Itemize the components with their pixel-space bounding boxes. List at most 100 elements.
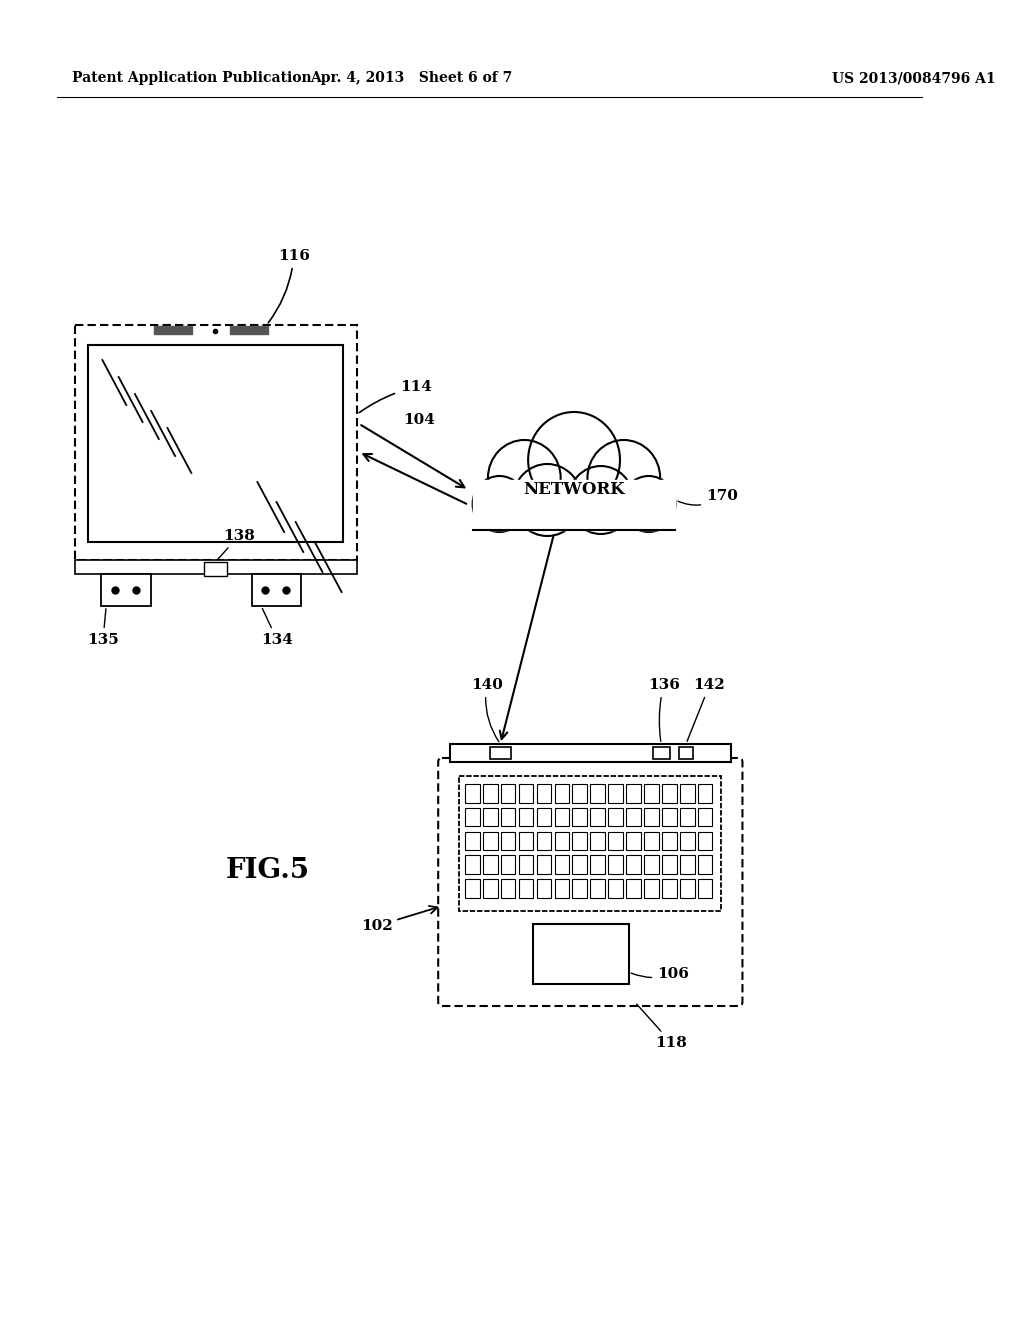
Bar bbox=[555, 832, 569, 850]
Bar bbox=[608, 832, 623, 850]
Bar bbox=[489, 747, 511, 759]
Bar bbox=[626, 784, 641, 803]
Bar bbox=[459, 776, 721, 911]
Text: 142: 142 bbox=[687, 678, 725, 742]
Bar bbox=[662, 784, 677, 803]
Text: 106: 106 bbox=[631, 968, 689, 981]
Bar bbox=[519, 832, 534, 850]
Bar bbox=[662, 832, 677, 850]
Bar bbox=[555, 808, 569, 826]
Bar bbox=[204, 562, 226, 576]
Bar bbox=[252, 574, 301, 606]
Text: 170: 170 bbox=[678, 488, 738, 506]
Text: FIG.5: FIG.5 bbox=[226, 857, 310, 883]
Text: 116: 116 bbox=[268, 249, 309, 323]
Bar bbox=[680, 784, 694, 803]
Bar bbox=[555, 879, 569, 898]
Bar bbox=[88, 345, 343, 543]
Bar bbox=[662, 808, 677, 826]
Bar bbox=[229, 326, 268, 334]
Bar bbox=[519, 784, 534, 803]
Bar bbox=[519, 855, 534, 874]
Bar bbox=[537, 808, 551, 826]
Text: 140: 140 bbox=[471, 678, 503, 742]
Bar bbox=[590, 855, 605, 874]
Bar bbox=[75, 325, 357, 560]
Bar bbox=[465, 784, 479, 803]
Bar bbox=[532, 924, 629, 983]
Bar bbox=[572, 855, 587, 874]
Bar bbox=[590, 784, 605, 803]
Bar bbox=[608, 879, 623, 898]
Bar bbox=[572, 808, 587, 826]
Bar bbox=[519, 808, 534, 826]
Bar bbox=[572, 784, 587, 803]
Bar bbox=[483, 879, 498, 898]
Bar bbox=[450, 744, 731, 762]
Circle shape bbox=[473, 477, 526, 532]
Bar bbox=[697, 832, 713, 850]
Bar bbox=[652, 747, 670, 759]
Bar bbox=[154, 326, 191, 334]
Text: Apr. 4, 2013   Sheet 6 of 7: Apr. 4, 2013 Sheet 6 of 7 bbox=[310, 71, 513, 84]
Bar bbox=[501, 855, 515, 874]
Text: 134: 134 bbox=[261, 609, 293, 647]
Text: 136: 136 bbox=[648, 678, 680, 742]
Text: Patent Application Publication: Patent Application Publication bbox=[72, 71, 311, 84]
Bar bbox=[101, 574, 152, 606]
Bar bbox=[537, 784, 551, 803]
Bar bbox=[555, 784, 569, 803]
Bar bbox=[680, 855, 694, 874]
Bar bbox=[537, 855, 551, 874]
Text: US 2013/0084796 A1: US 2013/0084796 A1 bbox=[833, 71, 996, 84]
Bar bbox=[483, 808, 498, 826]
Bar bbox=[679, 747, 692, 759]
Bar bbox=[483, 832, 498, 850]
Bar bbox=[608, 784, 623, 803]
Bar bbox=[626, 832, 641, 850]
Text: NETWORK: NETWORK bbox=[523, 482, 625, 499]
Bar bbox=[680, 808, 694, 826]
Bar bbox=[572, 879, 587, 898]
Bar bbox=[626, 855, 641, 874]
Bar bbox=[501, 808, 515, 826]
Bar bbox=[501, 879, 515, 898]
Text: 138: 138 bbox=[217, 529, 255, 560]
Circle shape bbox=[588, 440, 660, 516]
Circle shape bbox=[528, 412, 620, 508]
Text: 118: 118 bbox=[637, 1005, 687, 1049]
Bar bbox=[644, 808, 658, 826]
Bar bbox=[519, 879, 534, 898]
Bar bbox=[680, 879, 694, 898]
Bar bbox=[697, 784, 713, 803]
Bar bbox=[537, 879, 551, 898]
Circle shape bbox=[568, 466, 634, 535]
Bar bbox=[644, 832, 658, 850]
Bar bbox=[483, 855, 498, 874]
Bar bbox=[483, 784, 498, 803]
Bar bbox=[590, 832, 605, 850]
Bar bbox=[662, 855, 677, 874]
Circle shape bbox=[488, 440, 561, 516]
Bar bbox=[555, 855, 569, 874]
Text: 102: 102 bbox=[360, 906, 437, 933]
Bar bbox=[608, 855, 623, 874]
Bar bbox=[697, 855, 713, 874]
Text: 104: 104 bbox=[402, 413, 434, 426]
Bar bbox=[626, 808, 641, 826]
Bar bbox=[662, 879, 677, 898]
Bar bbox=[644, 855, 658, 874]
Circle shape bbox=[622, 477, 676, 532]
Bar bbox=[644, 784, 658, 803]
Bar bbox=[75, 560, 357, 574]
Bar bbox=[501, 784, 515, 803]
Text: 114: 114 bbox=[359, 380, 432, 413]
Bar bbox=[590, 879, 605, 898]
Bar bbox=[697, 879, 713, 898]
Bar bbox=[473, 480, 676, 531]
Bar bbox=[465, 879, 479, 898]
Bar bbox=[697, 808, 713, 826]
Bar bbox=[590, 808, 605, 826]
Bar bbox=[680, 832, 694, 850]
Bar bbox=[626, 879, 641, 898]
